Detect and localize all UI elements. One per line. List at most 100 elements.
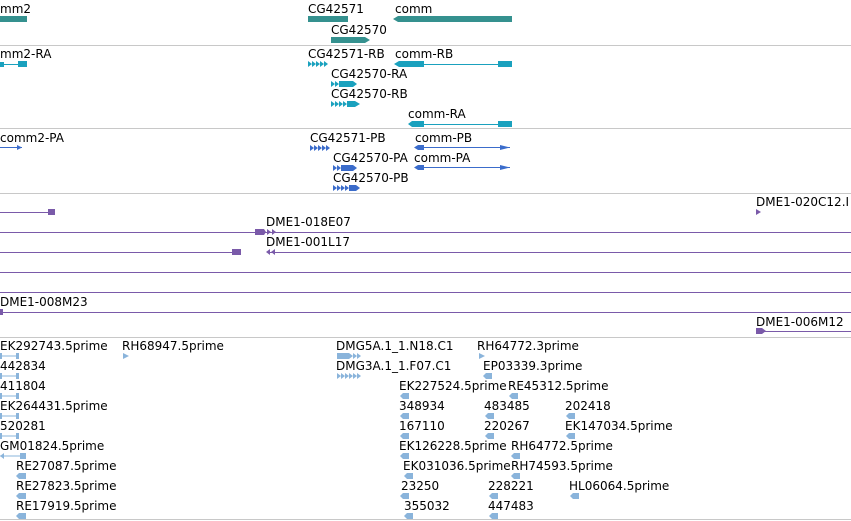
est-glyph[interactable] [479,353,485,359]
transcript-label[interactable]: mm2-RA [0,47,52,61]
est-glyph[interactable] [0,353,2,359]
protein-label[interactable]: comm2-PA [0,131,64,145]
clone-label[interactable]: DME1-020C12.I [756,195,850,209]
transcript-glyph[interactable] [394,61,424,67]
transcript-label[interactable]: comm-RA [408,107,466,121]
transcript-label[interactable]: CG42570-RB [331,87,408,101]
gene-glyph[interactable] [331,37,370,43]
clone-glyph[interactable] [271,249,275,255]
est-label[interactable]: EK292743.5prime [0,339,108,353]
transcript-label[interactable]: CG42570-RA [331,67,408,81]
clone-glyph[interactable] [232,249,241,255]
gene-label[interactable]: mm2 [0,2,32,16]
clone-glyph[interactable] [756,328,766,334]
est-glyph[interactable] [489,513,498,519]
transcript-glyph[interactable] [18,61,27,67]
est-label[interactable]: RH64772.5prime [511,439,613,453]
est-glyph[interactable] [0,433,2,439]
est-glyph[interactable] [337,373,361,379]
transcript-label[interactable]: comm-RB [395,47,454,61]
est-label[interactable]: 483485 [484,399,530,413]
est-glyph[interactable] [404,513,413,519]
clone-glyph[interactable] [255,229,266,235]
est-label[interactable]: 520281 [0,419,46,433]
protein-glyph[interactable] [310,145,330,151]
gene-glyph[interactable] [0,16,27,22]
est-label[interactable]: EK031036.5prime [403,459,511,473]
transcript-glyph[interactable] [331,81,357,87]
est-glyph[interactable] [400,413,409,419]
gene-label[interactable]: CG42571 [308,2,364,16]
est-label[interactable]: RE27823.5prime [16,479,117,493]
est-glyph[interactable] [0,373,2,379]
protein-label[interactable]: comm-PB [415,131,473,145]
est-label[interactable]: HL06064.5prime [569,479,670,493]
est-glyph[interactable] [0,393,2,399]
est-glyph[interactable] [16,393,19,399]
est-label[interactable]: 167110 [399,419,445,433]
est-glyph[interactable] [400,453,409,459]
est-label[interactable]: 228221 [488,479,534,493]
protein-label[interactable]: CG42571-PB [310,131,386,145]
est-label[interactable]: 411804 [0,379,46,393]
transcript-glyph[interactable] [308,61,328,67]
protein-glyph[interactable] [333,165,357,171]
clone-glyph[interactable] [267,229,271,235]
est-label[interactable]: 442834 [0,359,46,373]
est-glyph[interactable] [16,413,19,419]
est-glyph[interactable] [16,513,26,519]
clone-glyph[interactable] [266,249,270,255]
protein-label[interactable]: comm-PA [414,151,471,165]
clone-glyph[interactable] [272,229,276,235]
est-glyph[interactable] [16,353,19,359]
est-glyph[interactable] [400,433,409,439]
est-label[interactable]: RE17919.5prime [16,499,117,513]
est-glyph[interactable] [485,433,494,439]
clone-label[interactable]: DME1-008M23 [0,295,88,309]
est-label[interactable]: EK126228.5prime [399,439,507,453]
est-glyph[interactable] [400,493,409,499]
gene-label[interactable]: CG42570 [331,23,387,37]
est-label[interactable]: EP03339.3prime [483,359,583,373]
est-label[interactable]: DMG3A.1_1.F07.C1 [336,359,452,373]
est-label[interactable]: GM01824.5prime [0,439,105,453]
est-label[interactable]: 355032 [404,499,450,513]
est-glyph[interactable] [16,493,26,499]
est-glyph[interactable] [404,473,413,479]
est-glyph[interactable] [511,453,520,459]
transcript-glyph[interactable] [331,101,360,107]
est-label[interactable]: RH68947.5prime [122,339,224,353]
protein-glyph[interactable] [333,185,360,191]
transcript-glyph[interactable] [498,61,512,67]
est-label[interactable]: RH64772.3prime [477,339,579,353]
est-glyph[interactable] [16,433,19,439]
est-label[interactable]: DMG5A.1_1.N18.C1 [336,339,454,353]
est-glyph[interactable] [566,433,575,439]
transcript-glyph[interactable] [498,121,512,127]
est-label[interactable]: RE27087.5prime [16,459,117,473]
gene-glyph[interactable] [393,16,512,22]
clone-label[interactable]: DME1-018E07 [266,215,351,229]
protein-glyph[interactable] [414,165,424,170]
est-label[interactable]: 220267 [484,419,530,433]
est-label[interactable]: RE45312.5prime [508,379,609,393]
est-label[interactable]: EK264431.5prime [0,399,108,413]
est-glyph[interactable] [337,353,361,359]
est-label[interactable]: 348934 [399,399,445,413]
est-glyph[interactable] [566,413,575,419]
gene-glyph[interactable] [308,16,348,22]
est-glyph[interactable] [509,393,518,399]
clone-glyph[interactable] [0,309,3,315]
est-glyph[interactable] [489,493,498,499]
clone-glyph[interactable] [48,209,55,215]
transcript-glyph[interactable] [408,121,424,127]
est-label[interactable]: 23250 [401,479,440,493]
protein-glyph[interactable] [500,165,510,170]
est-glyph[interactable] [123,353,129,359]
clone-label[interactable]: DME1-001L17 [266,235,350,249]
est-glyph[interactable] [400,393,409,399]
est-glyph[interactable] [20,453,26,459]
est-label[interactable]: 447483 [488,499,534,513]
est-label[interactable]: EK147034.5prime [565,419,673,433]
